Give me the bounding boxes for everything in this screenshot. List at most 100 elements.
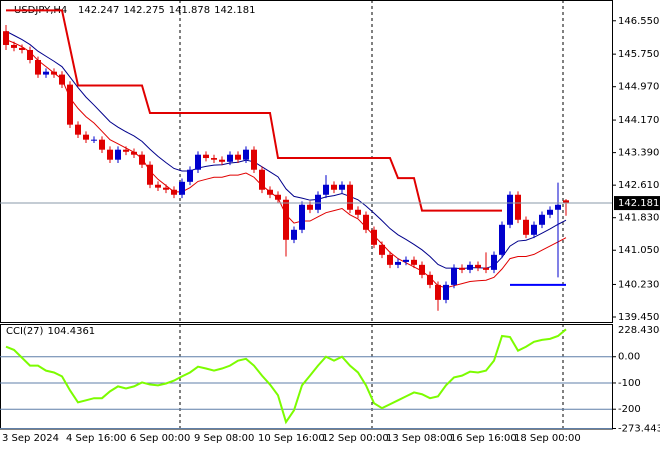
candle-body	[379, 244, 385, 255]
candle-body	[419, 264, 425, 275]
indicator-max-label: 228.4304	[618, 325, 660, 336]
x-tick-label: 18 Sep 00:00	[514, 433, 581, 444]
candle-body	[219, 159, 225, 162]
candle-body	[531, 224, 537, 235]
ohlc-header: 142.247 142.275 141.878 142.181	[78, 5, 255, 16]
candle-body	[283, 199, 289, 240]
candle-body	[27, 49, 33, 60]
x-tick-label: 4 Sep 16:00	[66, 433, 126, 444]
y-tick-label: 141.050	[618, 245, 659, 256]
candle-body	[123, 149, 129, 152]
candle-body	[203, 154, 209, 159]
candle-body	[291, 229, 297, 240]
candle-body	[147, 164, 153, 185]
candle-body	[11, 44, 17, 48]
candle-body	[275, 194, 281, 200]
candle-body	[155, 184, 161, 188]
trailing-stop	[6, 9, 502, 212]
indicator-header: CCI(27) 104.4361	[6, 326, 95, 337]
x-tick-label: 13 Sep 08:00	[386, 433, 453, 444]
candle-body	[307, 204, 313, 210]
candle-body	[539, 214, 545, 225]
candle-body	[331, 184, 337, 190]
candle-body	[3, 31, 9, 45]
candle-body	[139, 154, 145, 165]
candle-body	[555, 204, 561, 210]
candle-body	[75, 124, 81, 135]
y-tick-label: 145.750	[618, 49, 659, 60]
y-tick-label: 142.610	[618, 180, 659, 191]
y-tick-label: 141.830	[618, 213, 659, 224]
x-tick-label: 9 Sep 08:00	[194, 433, 254, 444]
candle-body	[43, 71, 49, 75]
candle-body	[347, 184, 353, 210]
current-price-label: 142.181	[618, 198, 659, 209]
candle-body	[411, 259, 417, 265]
candle-body	[403, 259, 409, 262]
y-tick-label: -200	[618, 404, 641, 415]
candle-body	[83, 134, 89, 140]
candle-body	[467, 264, 473, 270]
y-tick-label: 146.550	[618, 16, 659, 27]
candle-body	[339, 184, 345, 190]
candle-body	[363, 214, 369, 230]
panel-frame	[0, 0, 613, 323]
y-tick-label: 144.170	[618, 115, 659, 126]
candle-body	[371, 229, 377, 245]
y-tick-label: 144.970	[618, 82, 659, 93]
y-tick-label: 0.00	[618, 352, 640, 363]
candle-body	[179, 181, 185, 195]
ohlc-value: 141.878	[169, 5, 210, 16]
candle-body	[67, 84, 73, 125]
candle-body	[427, 274, 433, 285]
candle-body	[195, 154, 201, 170]
candle-body	[251, 149, 257, 170]
candle-body	[299, 204, 305, 230]
candle-body	[523, 219, 529, 235]
candle-body	[99, 139, 105, 150]
candle-body	[515, 194, 521, 220]
candle-body	[107, 149, 113, 160]
candle-body	[243, 149, 249, 160]
ohlc-value: 142.247	[78, 5, 119, 16]
candle-body	[451, 267, 457, 285]
candle-body	[91, 139, 97, 141]
candle-body	[507, 194, 513, 225]
candle-body	[211, 158, 217, 160]
candle-body	[475, 264, 481, 268]
x-tick-label: 10 Sep 16:00	[258, 433, 325, 444]
ohlc-value: 142.181	[214, 5, 255, 16]
y-tick-label: -273.4434	[618, 424, 660, 435]
x-tick-label: 3 Sep 2024	[2, 433, 59, 444]
indicator-name: CCI(27)	[6, 326, 44, 337]
indicator-value: 104.4361	[47, 326, 95, 337]
candle-body	[19, 47, 25, 50]
candle-body	[395, 261, 401, 265]
candle-body	[315, 194, 321, 210]
candle-body	[131, 151, 137, 155]
y-tick-label: 140.230	[618, 279, 659, 290]
candle-body	[459, 267, 465, 270]
candle-body	[171, 189, 177, 195]
candle-body	[435, 284, 441, 300]
candle-body	[323, 184, 329, 195]
candle-body	[227, 154, 233, 162]
candle-body	[115, 149, 121, 160]
candle-body	[235, 154, 241, 160]
candle-body	[259, 169, 265, 190]
candle-body	[355, 209, 361, 215]
candle-body	[59, 74, 65, 85]
candle-body	[499, 224, 505, 255]
candle-body	[563, 200, 569, 204]
y-tick-label: 139.450	[618, 312, 659, 323]
x-tick-label: 16 Sep 16:00	[450, 433, 517, 444]
y-tick-label: -100	[618, 378, 641, 389]
candle-body	[35, 59, 41, 75]
candle-body	[491, 254, 497, 270]
candle-body	[187, 169, 193, 182]
candle-body	[443, 284, 449, 300]
candle-body	[267, 189, 273, 195]
candle-body	[163, 187, 169, 190]
